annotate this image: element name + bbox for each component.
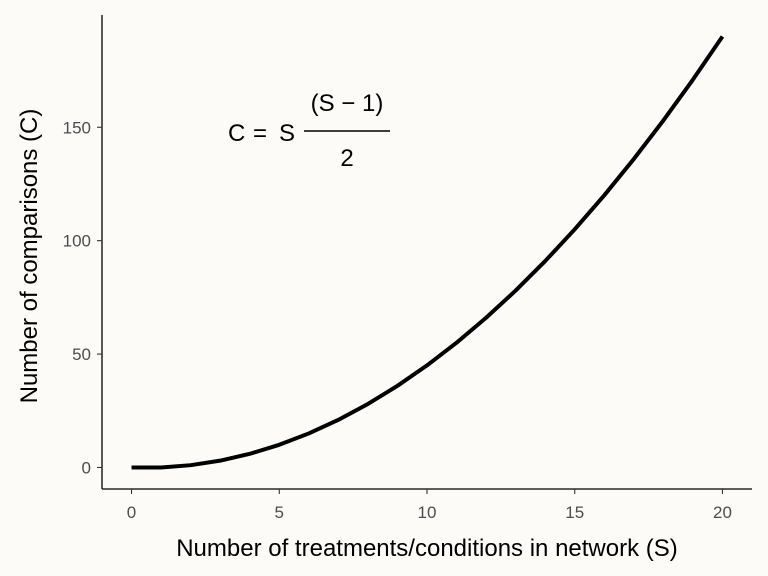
x-tick-label: 5	[275, 503, 284, 522]
formula-denominator: 2	[340, 145, 353, 172]
y-tick-label: 150	[63, 118, 91, 137]
y-tick-label: 100	[63, 232, 91, 251]
x-axis-title: Number of treatments/conditions in netwo…	[176, 535, 678, 562]
y-axis-title: Number of comparisons (C)	[16, 109, 43, 404]
y-tick-label: 0	[82, 458, 91, 477]
series-line	[131, 35, 725, 470]
plot-area	[131, 35, 725, 470]
x-tick-label: 0	[127, 503, 136, 522]
x-tick-label: 10	[418, 503, 437, 522]
axes: 0 5 10 15 20 0 50 100 150	[63, 15, 752, 522]
x-tick-label: 15	[565, 503, 584, 522]
formula-lhs: C	[228, 120, 245, 147]
x-tick-label: 20	[713, 503, 732, 522]
y-tick-label: 50	[72, 345, 91, 364]
formula-equals: =	[253, 120, 267, 147]
formula-numerator: (S − 1)	[311, 90, 384, 117]
formula-annotation: C = S (S − 1) 2	[228, 90, 390, 172]
formula-s: S	[279, 120, 295, 147]
